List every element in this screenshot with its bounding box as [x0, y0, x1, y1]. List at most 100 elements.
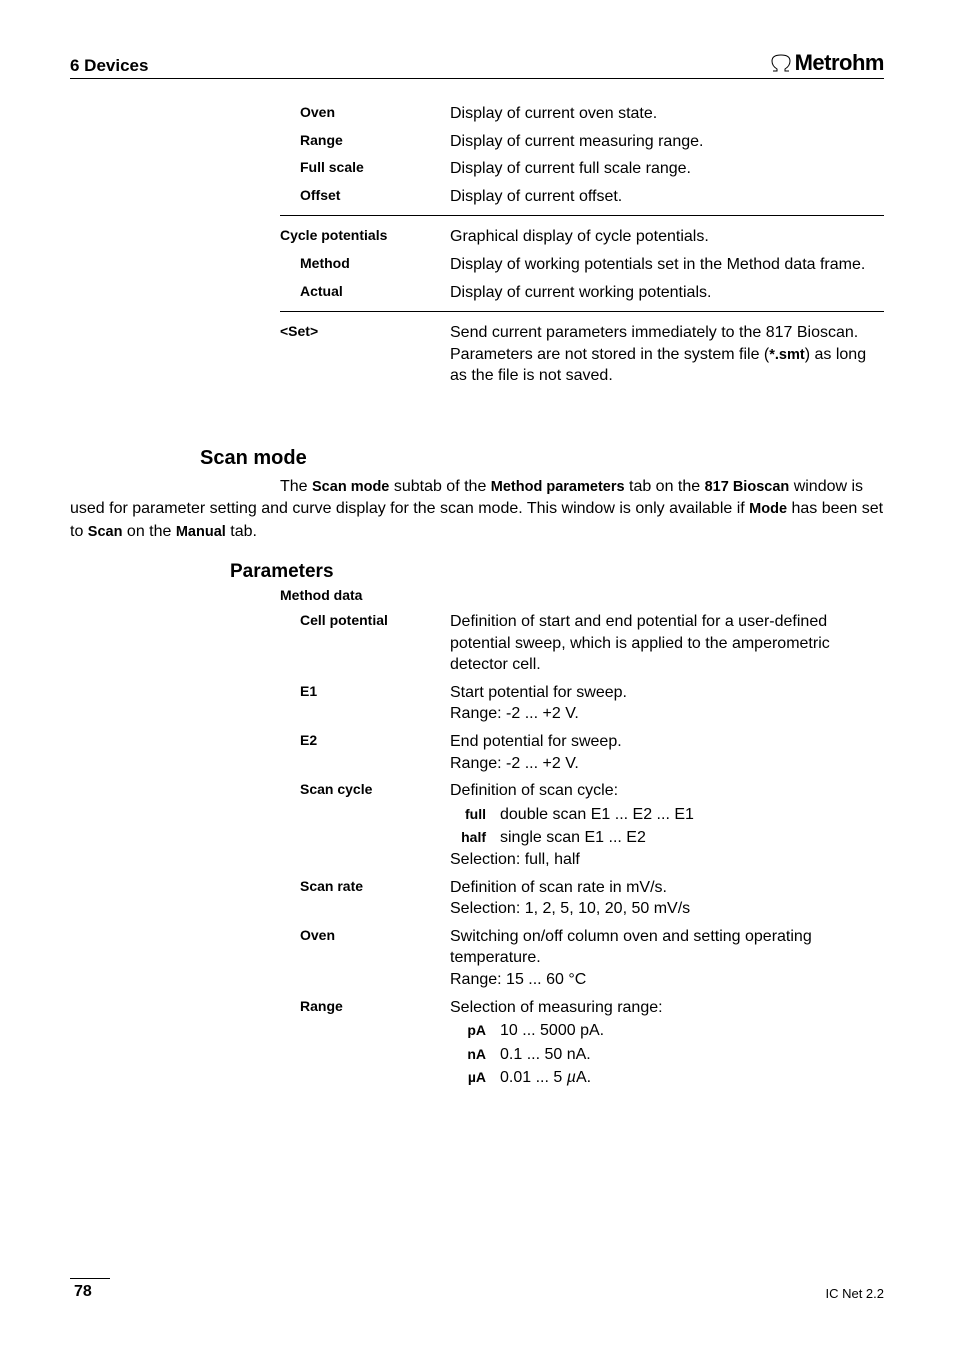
bold-text: *.smt — [769, 347, 804, 363]
doc-version: IC Net 2.2 — [825, 1286, 884, 1301]
text: double scan — [500, 806, 591, 823]
text: . — [574, 755, 578, 772]
text: Switching on/off column oven and setting… — [450, 928, 812, 967]
definition-block-1: Oven Display of current oven state. Rang… — [280, 103, 884, 387]
def-desc: Definition of scan cycle: full double sc… — [450, 780, 884, 870]
text: Range: — [450, 755, 506, 772]
text: . — [574, 705, 578, 722]
def-row: <Set> Send current parameters immediatel… — [280, 322, 884, 387]
def-desc: Display of current full scale range. — [450, 158, 884, 180]
def-row: Actual Display of current working potent… — [280, 282, 884, 304]
def-term: Full scale — [280, 158, 450, 175]
scan-mode-paragraph: The Scan mode subtab of the Method param… — [70, 478, 883, 540]
brand-logo: Metrohm — [769, 50, 884, 76]
def-desc: Display of current measuring range. — [450, 131, 884, 153]
text: Range: — [450, 971, 506, 988]
def-term: Range — [280, 131, 450, 148]
sub-val: 0.01 ... 5 µA. — [500, 1067, 591, 1089]
text: Definition of scan cycle: — [450, 782, 618, 799]
def-desc: Start potential for sweep. Range: -2 ...… — [450, 682, 884, 725]
bold-text: A — [576, 1069, 587, 1086]
bold-text: -2 ... +2 V — [506, 755, 574, 772]
bold-text: -2 ... +2 V — [506, 705, 574, 722]
def-term: E1 — [280, 682, 450, 699]
def-row: Method Display of working potentials set… — [280, 254, 884, 276]
def-row: Scan cycle Definition of scan cycle: ful… — [280, 780, 884, 870]
def-desc: Display of current working potentials. — [450, 282, 884, 304]
text: single scan — [500, 829, 585, 846]
text: on the — [122, 523, 175, 540]
sub-key: nA — [450, 1044, 500, 1066]
text: Start potential for sweep. — [450, 684, 627, 701]
sub-val: double scan E1 ... E2 ... E1 — [500, 804, 694, 826]
def-desc: Definition of scan rate in mV/s. Selecti… — [450, 877, 884, 920]
separator — [280, 215, 884, 216]
bold-text: Mode — [749, 501, 787, 517]
def-row: Scan rate Definition of scan rate in mV/… — [280, 877, 884, 920]
text: . — [600, 1022, 604, 1039]
def-desc: Graphical display of cycle potentials. — [450, 226, 884, 248]
bold-text: Manual — [176, 524, 226, 540]
def-desc: Switching on/off column oven and setting… — [450, 926, 884, 991]
text: Range: — [450, 705, 506, 722]
def-row: Oven Switching on/off column oven and se… — [280, 926, 884, 991]
def-row: Cell potential Definition of start and e… — [280, 611, 884, 676]
def-row: E2 End potential for sweep. Range: -2 ..… — [280, 731, 884, 774]
bold-text: 1, 2, 5, 10, 20, 50 mV/s — [525, 900, 690, 917]
parameters-heading: Parameters — [230, 561, 884, 583]
def-desc: Definition of start and end potential fo… — [450, 611, 884, 676]
def-term: E2 — [280, 731, 450, 748]
text: Selection: — [450, 900, 525, 917]
def-row: Offset Display of current offset. — [280, 186, 884, 208]
def-row: Range Selection of measuring range: pA 1… — [280, 997, 884, 1089]
def-row: Cycle potentials Graphical display of cy… — [280, 226, 884, 248]
sub-key: full — [450, 804, 500, 826]
page-header: 6 Devices Metrohm — [70, 50, 884, 79]
bold-text: E1 ... E2 ... E1 — [591, 806, 694, 823]
text: . — [586, 1046, 590, 1063]
text: End potential for sweep. — [450, 733, 622, 750]
bold-text: 817 Bioscan — [705, 479, 790, 495]
def-term: Offset — [280, 186, 450, 203]
text: tab. — [226, 523, 257, 540]
def-term: Method — [280, 254, 450, 271]
bold-text: full, half — [525, 851, 580, 868]
def-term: Scan cycle — [280, 780, 450, 797]
sub-key: µA — [450, 1067, 500, 1089]
def-desc: End potential for sweep. Range: -2 ... +… — [450, 731, 884, 774]
separator — [280, 311, 884, 312]
bold-text: 0.1 ... 50 nA — [500, 1046, 586, 1063]
def-row: Range Display of current measuring range… — [280, 131, 884, 153]
bold-text: 10 ... 5000 pA — [500, 1022, 600, 1039]
brand-text: Metrohm — [795, 50, 884, 76]
scan-mode-heading: Scan mode — [200, 447, 884, 470]
text: subtab of the — [389, 478, 490, 495]
bold-italic-text: µ — [567, 1069, 576, 1086]
def-desc: Selection of measuring range: pA 10 ... … — [450, 997, 884, 1089]
def-term: Cycle potentials — [280, 226, 450, 243]
def-desc: Display of working potentials set in the… — [450, 254, 884, 276]
def-term: Oven — [280, 103, 450, 120]
def-term: Cell potential — [280, 611, 450, 628]
sub-key: pA — [450, 1020, 500, 1042]
def-row: Full scale Display of current full scale… — [280, 158, 884, 180]
parameters-block: Cell potential Definition of start and e… — [280, 611, 884, 1089]
sub-row: half single scan E1 ... E2 — [450, 827, 884, 849]
def-term: Range — [280, 997, 450, 1014]
omega-icon — [769, 53, 793, 73]
page-footer: 78 IC Net 2.2 — [70, 1278, 884, 1301]
text: Definition of scan rate in mV/s. — [450, 879, 667, 896]
sub-val: single scan E1 ... E2 — [500, 827, 646, 849]
bold-text: E1 ... E2 — [585, 829, 646, 846]
section-label: 6 Devices — [70, 56, 148, 76]
def-row: E1 Start potential for sweep. Range: -2 … — [280, 682, 884, 725]
def-term: Scan rate — [280, 877, 450, 894]
sub-val: 0.1 ... 50 nA. — [500, 1044, 591, 1066]
sub-row: pA 10 ... 5000 pA. — [450, 1020, 884, 1042]
text: . — [587, 1069, 591, 1086]
def-term: Actual — [280, 282, 450, 299]
sub-row: nA 0.1 ... 50 nA. — [450, 1044, 884, 1066]
bold-text: Scan — [88, 524, 123, 540]
sub-row: µA 0.01 ... 5 µA. — [450, 1067, 884, 1089]
method-data-heading: Method data — [280, 587, 884, 603]
